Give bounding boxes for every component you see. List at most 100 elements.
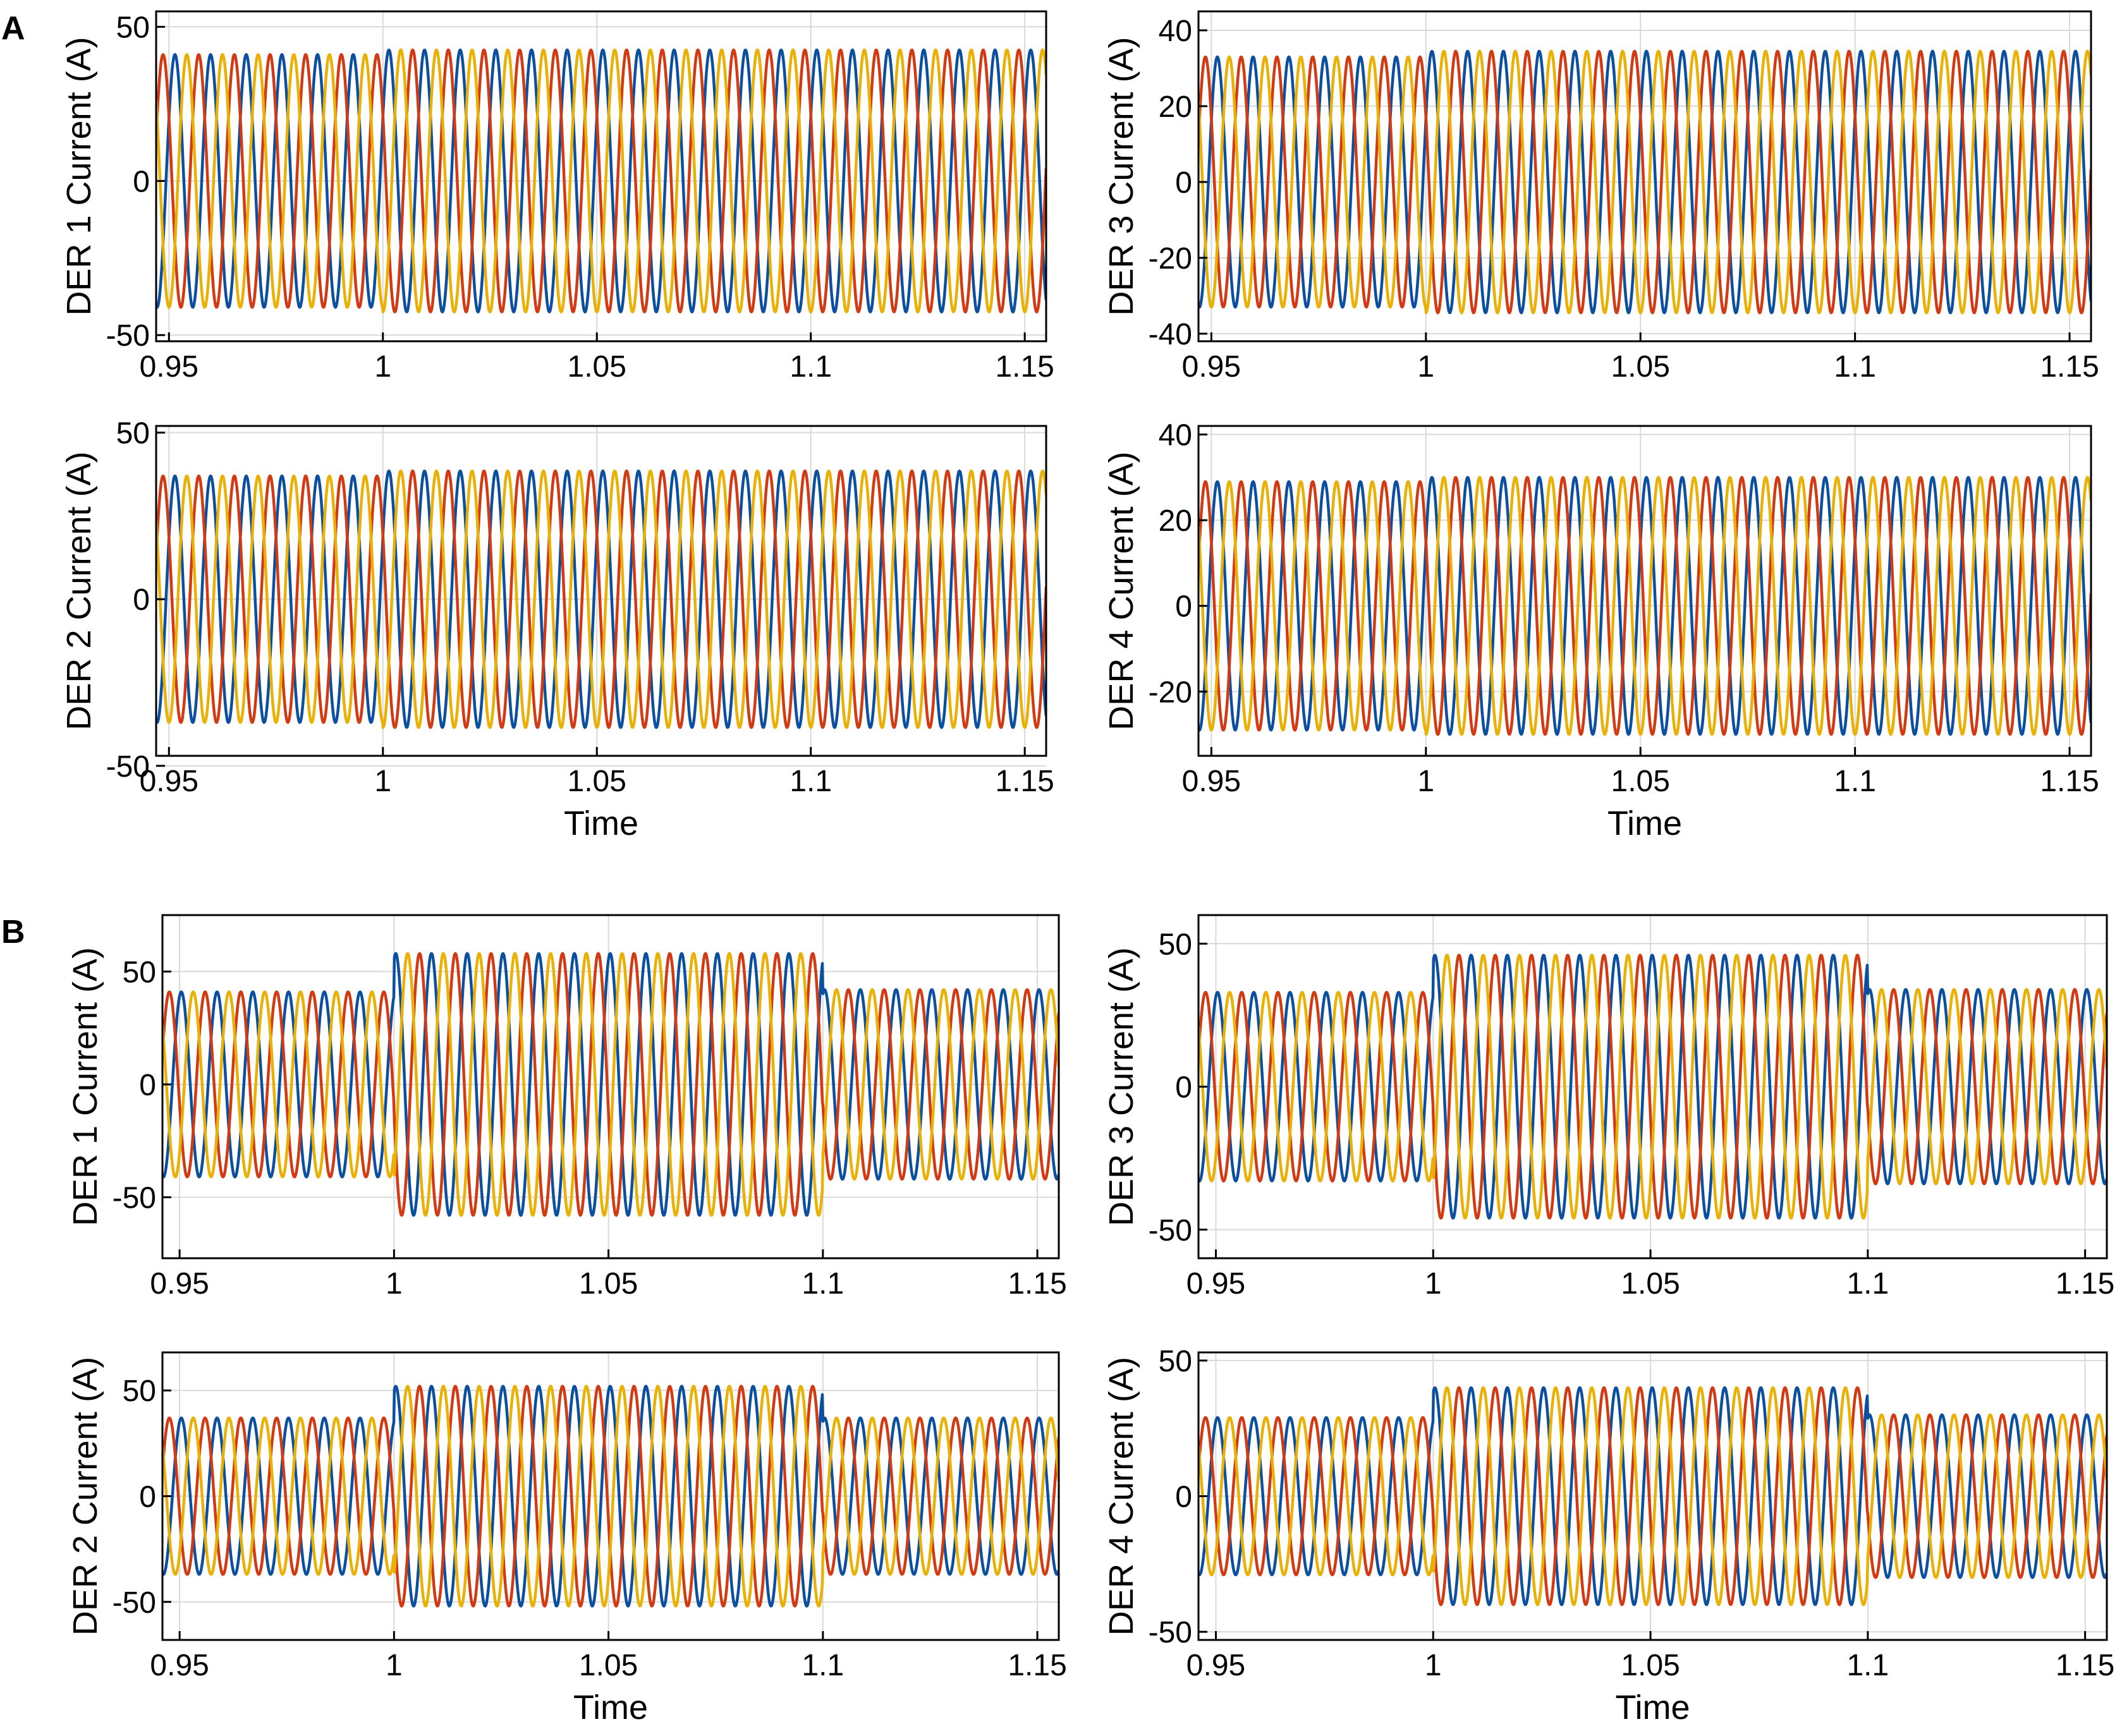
chart-panel-b4: 0.95 1 1.05 1.1 1.15 -50 0 50 DER 4 Current (A) T… — [1102, 1345, 2114, 1727]
chart-panel-a1: 0.95 1 1.05 1.1 1.15 -50 0 50 DER 1 Current (A) — [60, 10, 1054, 384]
x-tick-label: 1 — [1417, 350, 1434, 384]
y-tick-label: -20 — [1149, 242, 1192, 276]
plot-area — [162, 915, 1059, 1258]
y-tick-label: 50 — [123, 956, 156, 989]
x-tick-label: 0.95 — [1186, 1649, 1245, 1682]
series-group — [162, 952, 1059, 1217]
x-tick-label: 1.1 — [790, 765, 832, 798]
chart-panel-b2: 0.95 1 1.05 1.1 1.15 -50 0 50 DER 2 Current (A) T… — [66, 1351, 1067, 1727]
y-tick-label: 20 — [1159, 504, 1192, 538]
series-line-phase-1 — [1198, 476, 2091, 736]
x-tick-label: 1.15 — [2040, 765, 2099, 798]
x-tick-label: 1.1 — [1834, 765, 1876, 798]
x-tick-label: 1.1 — [802, 1267, 844, 1301]
x-tick-label: 1.1 — [1846, 1267, 1889, 1301]
y-tick-label: 0 — [139, 1069, 156, 1102]
x-tick-label: 1 — [1417, 765, 1434, 798]
axes-frame — [161, 914, 1060, 1260]
y-tick-label: 0 — [1175, 1481, 1192, 1514]
chart-panel-a2: 0.95 1 1.05 1.1 1.15 -50 0 50 DER 2 Current (A) T… — [60, 417, 1054, 842]
y-tick-label: -50 — [113, 1586, 156, 1620]
y-tick-label: -40 — [1149, 318, 1192, 351]
x-tick-label: 0.95 — [150, 1649, 209, 1682]
axes-frame — [1197, 425, 2092, 757]
series-line-phase-2 — [1198, 49, 2091, 315]
y-axis-label: DER 4 Current (A) — [1102, 1357, 1140, 1636]
y-tick-label: 50 — [1159, 1345, 1192, 1378]
x-tick-label: 1.1 — [790, 350, 832, 384]
x-tick-label: 1.15 — [995, 765, 1054, 798]
axes-frame — [1197, 10, 2092, 343]
x-tick-label: 1.15 — [2056, 1649, 2114, 1682]
y-tick-label: -50 — [106, 319, 150, 353]
y-tick-label: 50 — [116, 11, 150, 44]
chart-panel-a3: 0.95 1 1.05 1.1 1.15 -40 -20 0 20 40 DER 3 Current… — [1102, 10, 2099, 384]
y-axis-label: DER 3 Current (A) — [1102, 947, 1140, 1226]
x-tick-label: 1.05 — [568, 350, 626, 384]
series-group — [1198, 1386, 2107, 1606]
x-tick-label: 1 — [374, 350, 391, 384]
x-tick-label: 1.1 — [802, 1649, 844, 1682]
y-tick-label: 0 — [1175, 590, 1192, 624]
x-tick-label: 1 — [386, 1267, 403, 1301]
series-line-phase-3 — [1198, 476, 2091, 736]
series-group — [1198, 476, 2091, 736]
x-tick-label: 0.95 — [140, 765, 198, 798]
series-group — [156, 48, 1046, 313]
axes-frame — [155, 425, 1047, 757]
x-tick-label: 1.15 — [2056, 1267, 2114, 1301]
series-line-phase-3 — [1198, 49, 2091, 315]
y-tick-label: 0 — [1175, 166, 1192, 200]
y-tick-label: 50 — [123, 1375, 156, 1408]
y-axis-label: DER 3 Current (A) — [1102, 37, 1140, 315]
series-line-phase-3 — [162, 952, 1059, 1217]
series-line-phase-3 — [1198, 954, 2107, 1220]
series-line-phase-1 — [1198, 49, 2091, 315]
y-tick-label: 40 — [1159, 15, 1192, 48]
x-tick-label: 1 — [386, 1649, 403, 1682]
y-axis-label: DER 2 Current (A) — [66, 1357, 104, 1636]
y-tick-label: 50 — [116, 417, 150, 451]
x-tick-label: 1.05 — [579, 1267, 638, 1301]
y-axis-label: DER 4 Current (A) — [1102, 451, 1140, 730]
y-axis-label: DER 1 Current (A) — [66, 947, 104, 1226]
x-tick-label: 0.95 — [140, 350, 198, 384]
y-tick-label: -20 — [1149, 676, 1192, 709]
chart-panel-b1: 0.95 1 1.05 1.1 1.15 -50 0 50 DER 1 Current (A) — [66, 914, 1067, 1301]
series-line-phase-1 — [156, 469, 1046, 729]
x-axis-label: Time — [573, 1689, 648, 1727]
y-tick-label: 50 — [1159, 928, 1192, 961]
y-tick-label: 0 — [1175, 1071, 1192, 1105]
x-tick-label: 0.95 — [1182, 350, 1241, 384]
panel-label-a: A — [1, 10, 25, 47]
series-line-phase-2 — [1198, 476, 2091, 736]
series-line-phase-3 — [156, 48, 1046, 313]
chart-panel-a4: 0.95 1 1.05 1.1 1.15 -20 0 20 40 DER 4 Current (A… — [1102, 419, 2099, 842]
series-group — [162, 1385, 1059, 1608]
series-line-phase-2 — [156, 469, 1046, 729]
y-axis-label: DER 1 Current (A) — [60, 37, 98, 315]
y-tick-label: -50 — [1149, 1616, 1192, 1649]
series-group — [1198, 954, 2107, 1220]
series-line-phase-1 — [156, 48, 1046, 313]
y-tick-label: -50 — [113, 1182, 156, 1215]
x-tick-label: 1.15 — [995, 350, 1054, 384]
x-tick-label: 1.1 — [1834, 350, 1876, 384]
y-axis-label: DER 2 Current (A) — [60, 451, 98, 730]
y-tick-label: 40 — [1159, 419, 1192, 452]
series-line-phase-2 — [156, 48, 1046, 313]
x-tick-label: 1.05 — [1611, 350, 1670, 384]
y-tick-label: 0 — [133, 583, 150, 617]
x-tick-label: 1 — [1425, 1267, 1442, 1301]
y-tick-label: -50 — [106, 750, 150, 784]
series-group — [1198, 49, 2091, 315]
y-tick-label: 20 — [1159, 90, 1192, 124]
x-tick-label: 0.95 — [150, 1267, 209, 1301]
series-line-phase-3 — [162, 1385, 1059, 1608]
series-group — [156, 469, 1046, 729]
axes-frame — [155, 10, 1047, 343]
x-tick-label: 1.15 — [2040, 350, 2099, 384]
panel-label-b: B — [1, 914, 25, 950]
x-axis-label: Time — [1616, 1689, 1690, 1727]
